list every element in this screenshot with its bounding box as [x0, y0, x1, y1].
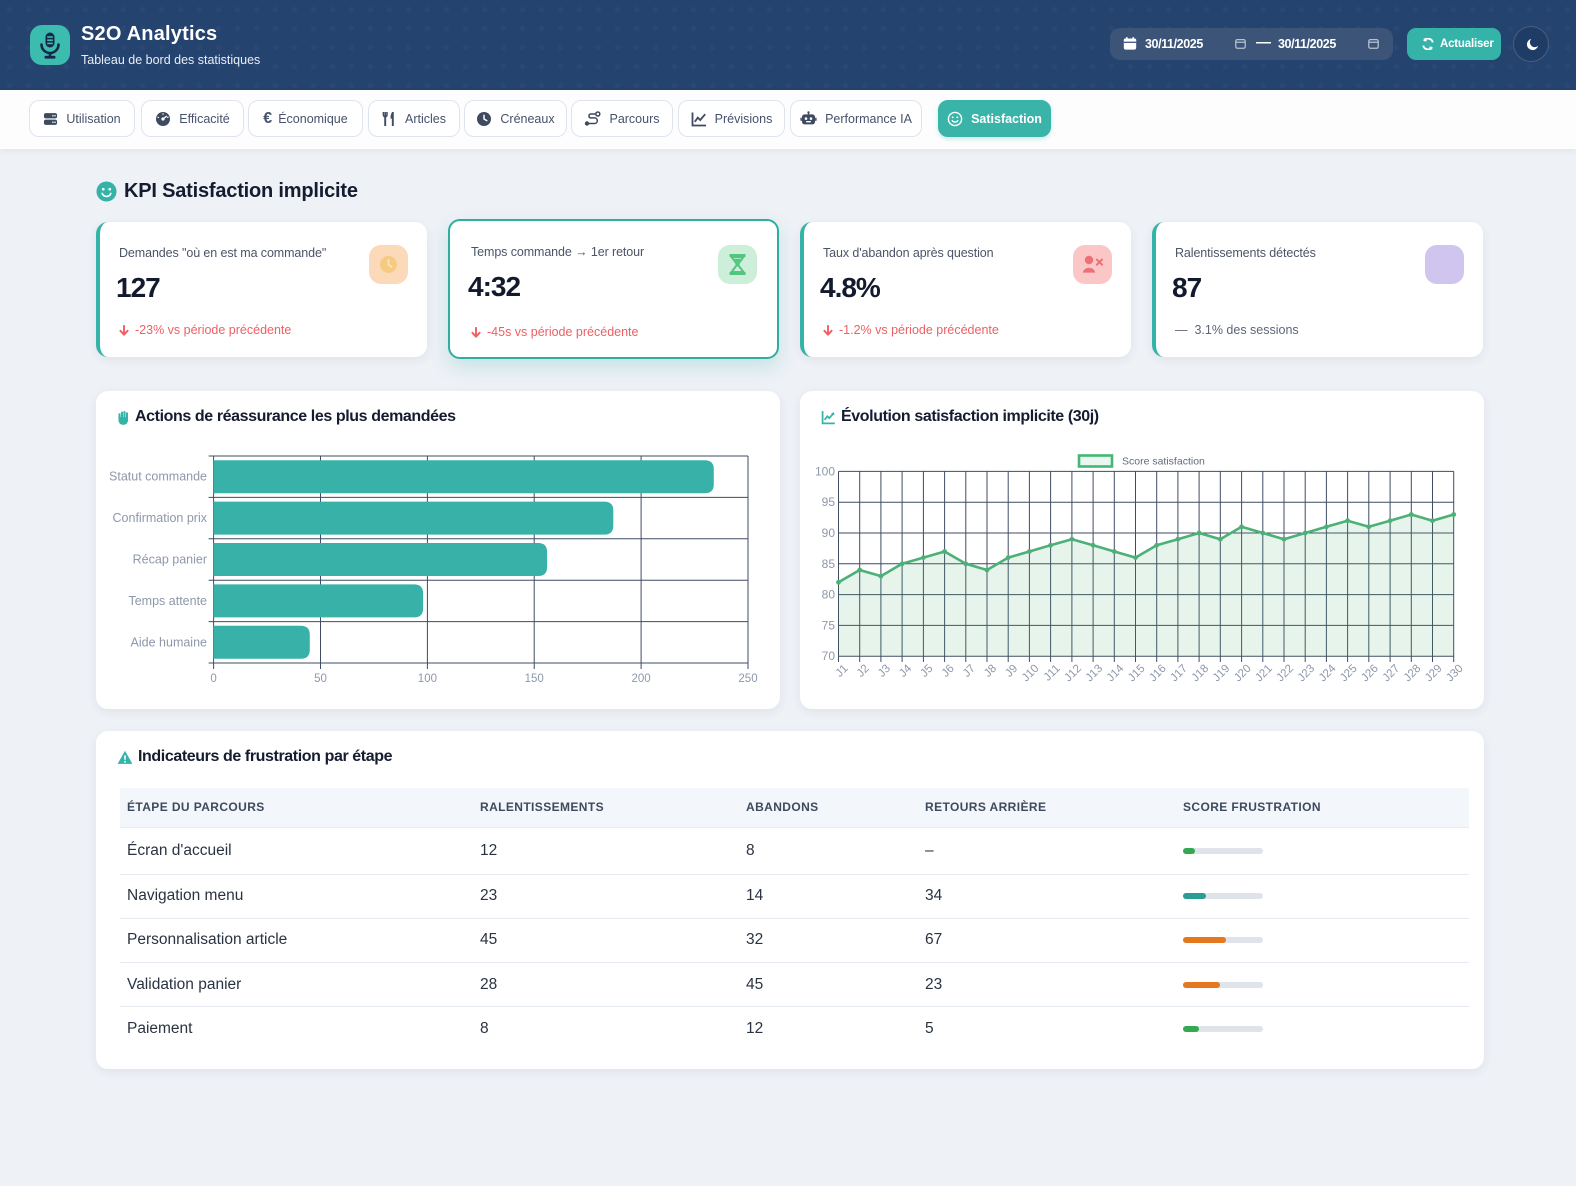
svg-text:J17: J17: [1168, 663, 1190, 685]
svg-text:J5: J5: [918, 663, 935, 680]
svg-text:Aide humaine: Aide humaine: [131, 635, 207, 649]
svg-text:Temps attente: Temps attente: [128, 594, 207, 608]
svg-text:J23: J23: [1296, 663, 1318, 685]
svg-text:250: 250: [738, 673, 757, 685]
svg-text:75: 75: [822, 618, 836, 632]
svg-text:J6: J6: [940, 663, 957, 680]
svg-text:Récap panier: Récap panier: [133, 553, 207, 567]
svg-text:90: 90: [822, 526, 836, 540]
svg-text:J27: J27: [1381, 663, 1403, 685]
svg-text:80: 80: [822, 588, 836, 602]
svg-text:70: 70: [822, 649, 836, 663]
svg-text:100: 100: [815, 464, 835, 478]
svg-text:J15: J15: [1126, 663, 1148, 685]
svg-text:J14: J14: [1105, 662, 1127, 684]
svg-text:Score satisfaction: Score satisfaction: [1122, 456, 1205, 468]
svg-text:J3: J3: [876, 663, 893, 680]
svg-text:J28: J28: [1402, 663, 1424, 685]
svg-text:Confirmation prix: Confirmation prix: [113, 511, 208, 525]
svg-text:J10: J10: [1020, 663, 1042, 685]
svg-text:J8: J8: [982, 663, 999, 680]
svg-text:J9: J9: [1003, 663, 1020, 680]
svg-text:J7: J7: [961, 663, 978, 680]
svg-text:J20: J20: [1232, 663, 1254, 685]
svg-text:95: 95: [822, 495, 836, 509]
svg-text:200: 200: [632, 673, 651, 685]
svg-text:J4: J4: [897, 662, 915, 680]
svg-text:150: 150: [525, 673, 544, 685]
svg-text:J11: J11: [1042, 663, 1063, 684]
svg-text:J12: J12: [1062, 663, 1084, 685]
svg-text:J2: J2: [855, 663, 872, 680]
svg-text:J1: J1: [834, 663, 851, 680]
svg-text:J25: J25: [1338, 663, 1360, 685]
svg-text:100: 100: [418, 673, 437, 685]
svg-text:0: 0: [210, 673, 216, 685]
svg-text:J18: J18: [1190, 663, 1212, 685]
svg-text:50: 50: [314, 673, 327, 685]
svg-text:J21: J21: [1253, 663, 1275, 685]
svg-text:Statut commande: Statut commande: [109, 470, 207, 484]
svg-text:J29: J29: [1423, 663, 1445, 685]
svg-text:J16: J16: [1147, 663, 1169, 685]
svg-text:J24: J24: [1317, 662, 1339, 684]
svg-text:J30: J30: [1444, 663, 1466, 685]
svg-text:85: 85: [822, 557, 836, 571]
svg-text:J19: J19: [1211, 663, 1233, 685]
svg-text:J13: J13: [1084, 663, 1106, 685]
svg-text:J26: J26: [1359, 663, 1381, 685]
svg-text:J22: J22: [1275, 663, 1297, 685]
